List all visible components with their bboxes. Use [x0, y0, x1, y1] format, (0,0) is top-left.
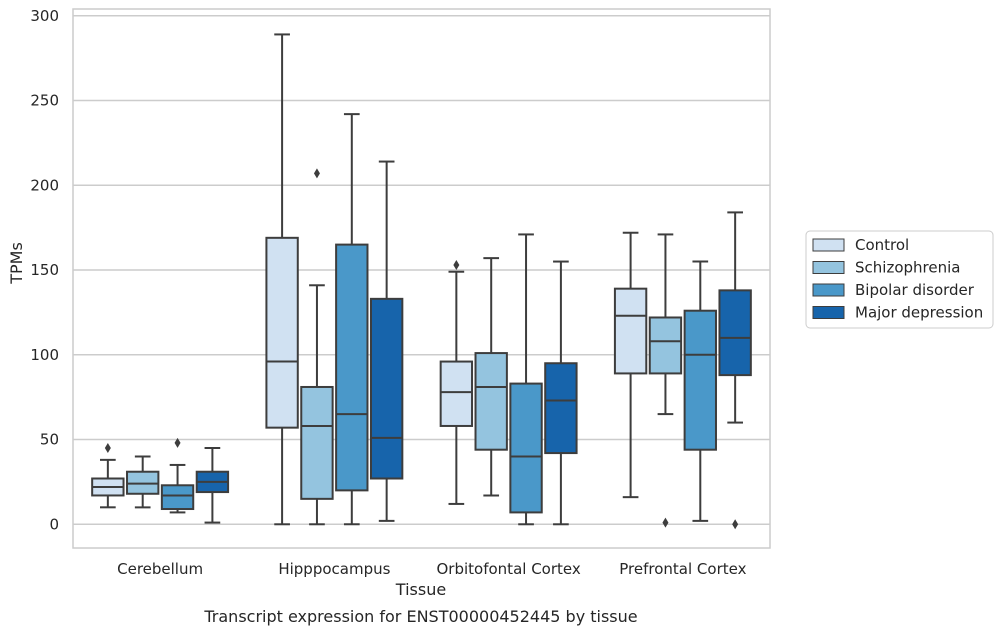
y-tick-label: 50: [40, 431, 59, 449]
box-0-0: [91, 442, 125, 509]
legend-label: Bipolar disorder: [855, 281, 975, 299]
box-2-3: [544, 260, 578, 526]
y-tick-label: 300: [30, 7, 59, 25]
box-body: [683, 309, 717, 451]
legend-frame: [805, 230, 994, 329]
legend-item: Bipolar disorder: [812, 281, 975, 299]
y-axis-label: TPMs: [7, 242, 26, 285]
y-tick-label: 100: [30, 346, 59, 364]
outlier-point: [104, 442, 111, 453]
x-tick-label: Prefrontal Cortex: [619, 560, 746, 578]
outlier-point: [732, 519, 739, 530]
y-tick-label: 250: [30, 92, 59, 110]
x-tick-label: Hipppocampus: [278, 560, 390, 578]
box-0-1: [126, 455, 160, 509]
gridlines: [73, 15, 770, 526]
box-3-3: [718, 211, 752, 530]
box-0-2: [160, 437, 195, 514]
box-2-1: [474, 257, 508, 497]
box-body: [648, 316, 683, 375]
y-tick-label: 150: [30, 261, 59, 279]
legend-label: Control: [855, 236, 909, 254]
legend-swatch: [812, 238, 845, 252]
box-1-0: [265, 33, 299, 526]
box-1-1: [300, 168, 334, 526]
outlier-point: [313, 168, 320, 179]
box-3-1: [648, 233, 683, 528]
box-body: [265, 236, 299, 429]
x-tick-label: Orbitofontal Cortex: [437, 560, 581, 578]
box-body: [300, 385, 334, 500]
box-groups: [91, 33, 752, 530]
box-body: [439, 360, 474, 427]
box-body: [544, 362, 578, 455]
legend-swatch: [812, 283, 845, 297]
box-1-3: [369, 160, 404, 522]
box-3-2: [683, 260, 717, 522]
legend-label: Schizophrenia: [855, 259, 960, 277]
x-tick-labels: Cerebellum Hipppocampus Orbitofontal Corte…: [117, 560, 746, 578]
legend-item: Schizophrenia: [812, 259, 960, 277]
box-body: [369, 297, 404, 480]
box-body: [335, 243, 369, 492]
box-body: [718, 289, 752, 377]
y-tick-label: 0: [49, 515, 59, 533]
x-tick-label: Cerebellum: [117, 560, 203, 578]
box-2-0: [439, 259, 474, 505]
box-0-3: [195, 446, 230, 524]
legend-item: Control: [812, 236, 909, 254]
box-3-0: [613, 231, 648, 499]
y-tick-labels: 0 50 100 150 200 250 300: [30, 7, 59, 533]
chart-caption: Transcript expression for ENST0000045244…: [203, 607, 637, 626]
legend-item: Major depression: [812, 304, 983, 322]
outlier-point: [174, 437, 181, 448]
legend-label: Major depression: [855, 304, 983, 322]
box-body: [474, 352, 508, 451]
box-1-2: [335, 113, 369, 526]
box-2-2: [509, 233, 543, 526]
legend-swatch: [812, 261, 845, 274]
outlier-point: [453, 259, 460, 270]
box-body: [509, 382, 543, 514]
box-body: [613, 287, 648, 375]
box-body: [160, 484, 195, 511]
outlier-point: [662, 517, 669, 528]
plot-frame: [72, 8, 771, 549]
y-tick-label: 200: [30, 176, 59, 194]
x-axis-label: Tissue: [395, 580, 446, 599]
legend: Control Schizophrenia Bipolar disorder Majo…: [805, 230, 994, 329]
legend-swatch: [812, 306, 845, 319]
